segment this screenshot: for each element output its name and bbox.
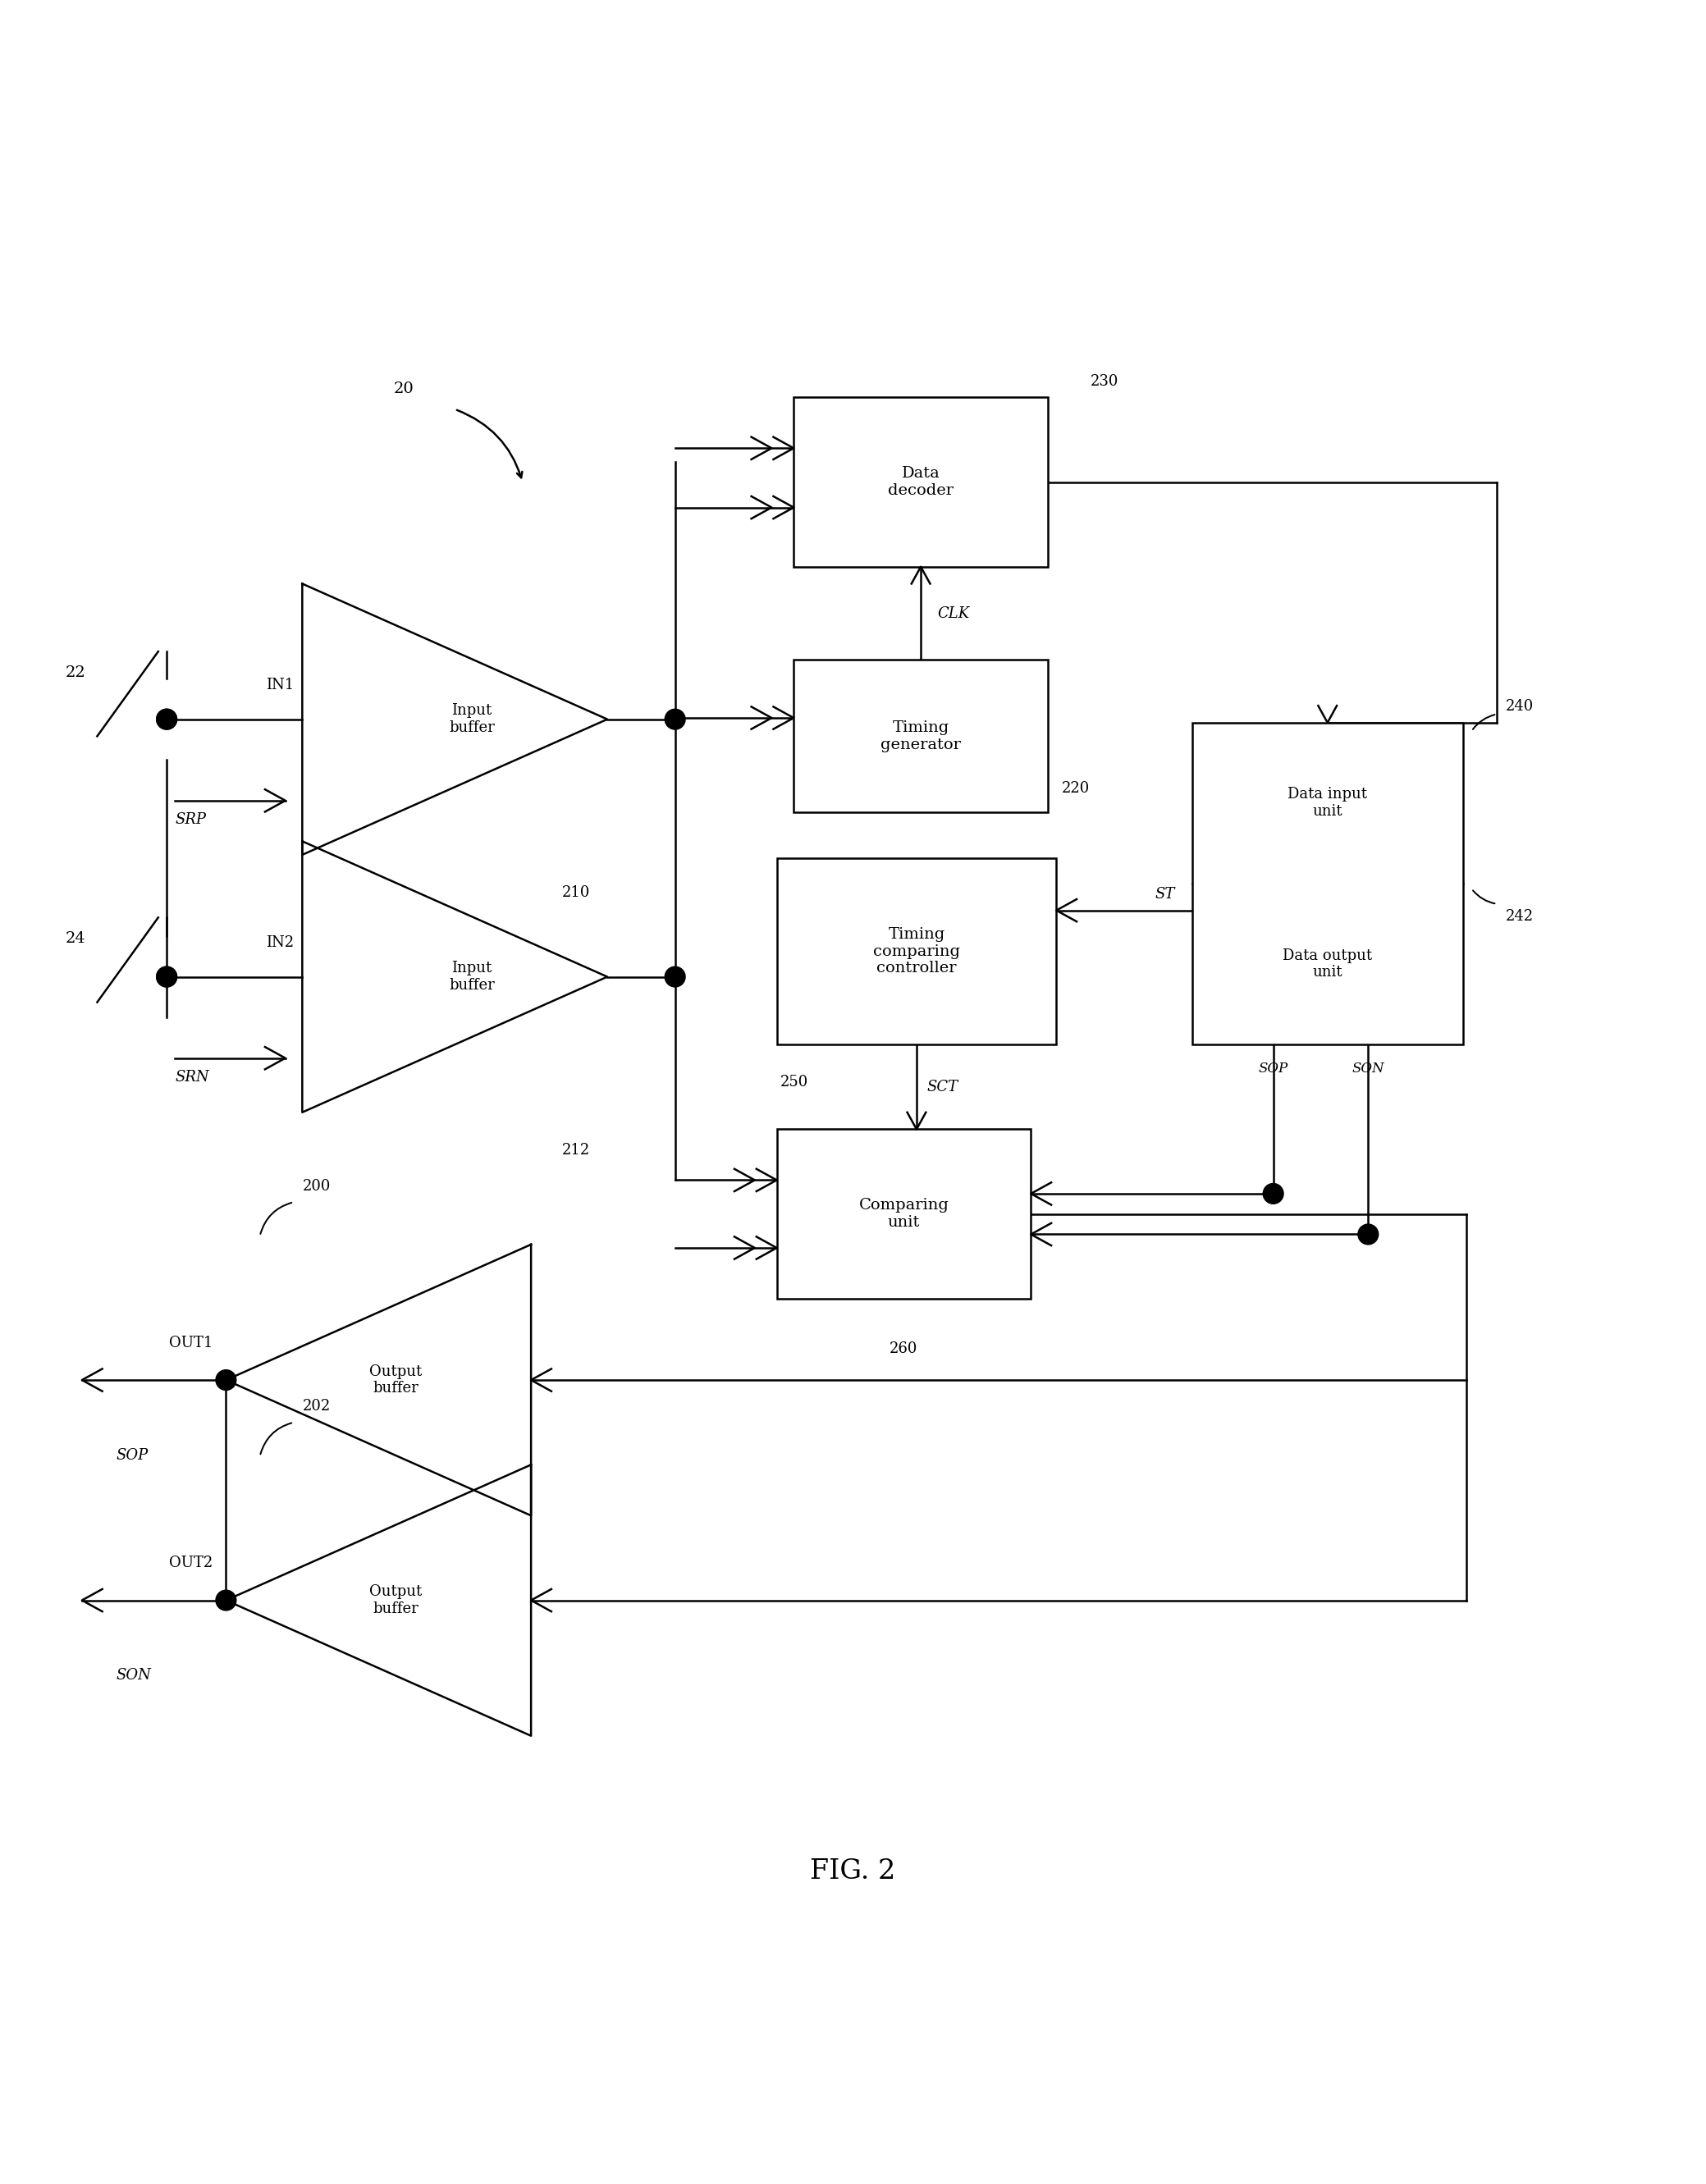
- Text: 202: 202: [302, 1400, 331, 1413]
- Circle shape: [157, 710, 177, 729]
- Text: 22: 22: [65, 666, 85, 679]
- Text: Input
buffer: Input buffer: [449, 961, 495, 994]
- Text: 220: 220: [1061, 780, 1090, 795]
- Text: OUT2: OUT2: [169, 1555, 213, 1570]
- Circle shape: [665, 968, 686, 987]
- Text: Data
decoder: Data decoder: [887, 465, 954, 498]
- Text: Comparing
unit: Comparing unit: [858, 1199, 949, 1230]
- Text: SRP: SRP: [176, 812, 206, 828]
- Bar: [776, 858, 1056, 1044]
- Text: Timing
generator: Timing generator: [880, 721, 960, 751]
- Text: FIG. 2: FIG. 2: [810, 1859, 896, 1885]
- Text: OUT1: OUT1: [169, 1334, 213, 1350]
- Circle shape: [157, 710, 177, 729]
- FancyArrowPatch shape: [457, 411, 522, 478]
- Circle shape: [1262, 1184, 1283, 1203]
- Text: IN1: IN1: [266, 677, 293, 692]
- Text: 200: 200: [302, 1179, 331, 1195]
- Text: SOP: SOP: [116, 1448, 148, 1463]
- Text: SOP: SOP: [1259, 1061, 1288, 1075]
- Text: 212: 212: [563, 1142, 590, 1158]
- Text: 24: 24: [65, 933, 85, 946]
- Text: 20: 20: [394, 382, 415, 395]
- Text: 260: 260: [891, 1341, 918, 1356]
- Circle shape: [1358, 1225, 1378, 1245]
- Bar: [793, 660, 1047, 812]
- Bar: [793, 397, 1047, 568]
- Text: SRN: SRN: [176, 1070, 210, 1085]
- Circle shape: [217, 1369, 235, 1391]
- Text: Data input
unit: Data input unit: [1288, 786, 1367, 819]
- Circle shape: [665, 710, 686, 729]
- FancyArrowPatch shape: [1472, 891, 1494, 904]
- Text: 210: 210: [563, 885, 590, 900]
- Text: Output
buffer: Output buffer: [368, 1583, 421, 1616]
- Circle shape: [157, 968, 177, 987]
- Text: 240: 240: [1505, 699, 1534, 714]
- Text: Input
buffer: Input buffer: [449, 703, 495, 736]
- Circle shape: [157, 968, 177, 987]
- Text: Timing
comparing
controller: Timing comparing controller: [873, 926, 960, 976]
- Text: Data output
unit: Data output unit: [1283, 948, 1372, 981]
- Text: ST: ST: [1155, 887, 1175, 902]
- Text: IN2: IN2: [266, 935, 293, 950]
- Bar: [776, 1129, 1030, 1299]
- FancyArrowPatch shape: [261, 1203, 292, 1234]
- FancyArrowPatch shape: [1472, 714, 1494, 729]
- Text: 230: 230: [1090, 373, 1119, 389]
- Text: CLK: CLK: [938, 605, 971, 620]
- Text: Output
buffer: Output buffer: [368, 1365, 421, 1396]
- Text: SCT: SCT: [926, 1079, 959, 1094]
- FancyArrowPatch shape: [261, 1424, 292, 1455]
- Text: SON: SON: [116, 1669, 152, 1684]
- Text: 242: 242: [1505, 909, 1534, 924]
- Circle shape: [217, 1590, 235, 1610]
- Text: SON: SON: [1351, 1061, 1384, 1075]
- Text: 250: 250: [780, 1075, 809, 1090]
- Bar: [1192, 723, 1464, 1044]
